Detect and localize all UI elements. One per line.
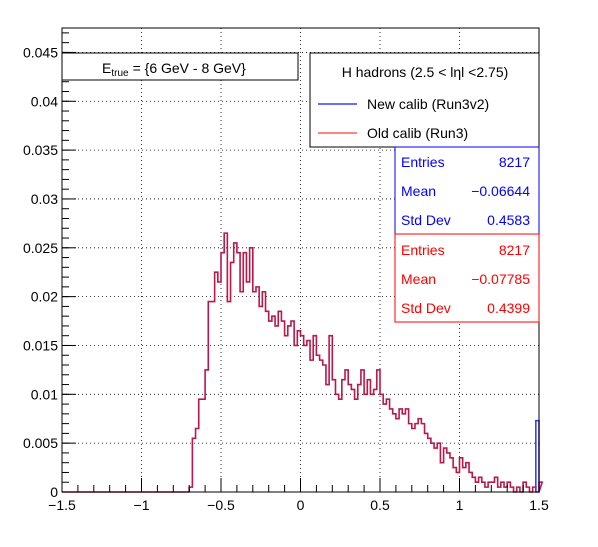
- energy-label-prefix: E: [102, 60, 111, 76]
- y-tick-label: 0.04: [31, 93, 58, 109]
- stats-mean-value: −0.06644: [471, 183, 530, 199]
- stats-entries-label: Entries: [401, 242, 445, 258]
- axis-ticks: [61, 32, 540, 493]
- axis-tick-labels: −1.5 −1 −0.5 0 0.5 1 1.5 0 0.005 0.01 0.015 0.02 0.0…: [23, 44, 549, 513]
- legend-entry-old-calib: Old calib (Run3): [367, 125, 468, 141]
- y-tick-label: 0.045: [23, 44, 58, 60]
- stats-entries-value: 8217: [499, 154, 530, 170]
- x-tick-label: 1.5: [529, 497, 549, 513]
- x-tick-label: −1.5: [48, 497, 76, 513]
- y-tick-label: 0.035: [23, 142, 58, 158]
- x-tick-label: −0.5: [207, 497, 235, 513]
- stats-mean-value: −0.07785: [471, 271, 530, 287]
- stats-stddev-value: 0.4583: [487, 212, 530, 228]
- stats-box-old-calib: Entries 8217 Mean −0.07785 Std Dev 0.439…: [394, 233, 540, 323]
- stats-entries-value: 8217: [499, 242, 530, 258]
- y-tick-label: 0.03: [31, 191, 58, 207]
- x-tick-label: −1: [134, 497, 150, 513]
- energy-label: Etrue = {6 GeV - 8 GeV}: [102, 60, 246, 79]
- stats-stddev-label: Std Dev: [401, 212, 451, 228]
- stats-entries-label: Entries: [401, 154, 445, 170]
- legend-entry-new-calib: New calib (Run3v2): [367, 96, 489, 112]
- energy-label-subscript: true: [111, 68, 129, 79]
- energy-label-value: = {6 GeV - 8 GeV}: [133, 60, 247, 76]
- legend-header: H hadrons (2.5 < lηl <2.75): [342, 64, 509, 80]
- y-tick-label: 0: [50, 484, 58, 500]
- stats-mean-label: Mean: [401, 183, 436, 199]
- x-tick-label: 0.5: [370, 497, 390, 513]
- histogram-series-0: [188, 232, 544, 493]
- legend: H hadrons (2.5 < lηl <2.75) New calib (R…: [309, 52, 540, 148]
- y-tick-label: 0.015: [23, 337, 58, 353]
- y-tick-label: 0.005: [23, 435, 58, 451]
- y-tick-label: 0.025: [23, 240, 58, 256]
- stats-box-new-calib: Entries 8217 Mean −0.06644 Std Dev 0.458…: [394, 146, 540, 235]
- y-tick-label: 0.02: [31, 289, 58, 305]
- x-tick-label: 0: [297, 497, 305, 513]
- stats-stddev-label: Std Dev: [401, 300, 451, 316]
- x-tick-label: 1: [456, 497, 464, 513]
- stats-stddev-value: 0.4399: [487, 300, 530, 316]
- energy-label-box: Etrue = {6 GeV - 8 GeV}: [61, 52, 299, 81]
- y-tick-label: 0.01: [31, 386, 58, 402]
- stats-mean-label: Mean: [401, 271, 436, 287]
